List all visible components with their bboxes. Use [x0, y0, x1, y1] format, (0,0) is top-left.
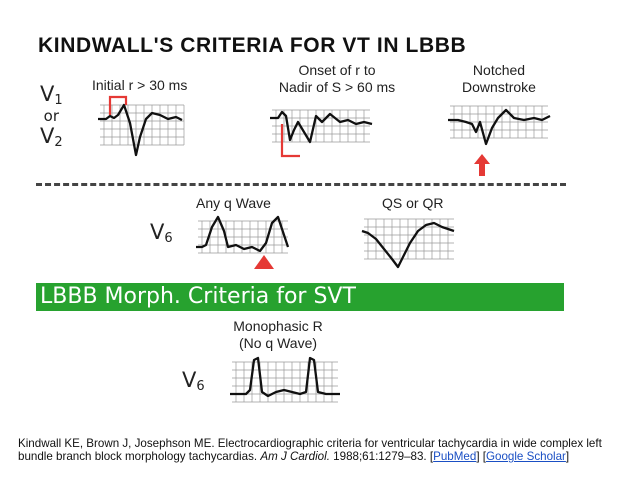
criterion-monophasic-label: Monophasic R (No q Wave): [208, 318, 348, 351]
google-scholar-link[interactable]: Google Scholar: [485, 450, 566, 464]
ecg-onset-r-to-nadir-s: [270, 109, 373, 158]
ecg-trace: [270, 110, 373, 144]
lead-label-v1-v2: V1 or V2: [40, 82, 63, 150]
ecg-trace: [448, 108, 551, 146]
ecg-trace: [361, 221, 455, 269]
lead-v2-letter: V: [40, 123, 55, 148]
ecg-grid: [198, 220, 288, 254]
ecg-grid: [272, 109, 370, 143]
lead-v6-letter: V: [182, 368, 197, 392]
citation-ref: 1988;61:1279–83.: [333, 450, 427, 464]
lead-v6-subscript: 6: [196, 379, 205, 394]
criterion-monophasic-line2: (No q Wave): [238, 334, 318, 351]
lead-v1-letter: V: [40, 82, 55, 106]
lead-v6-letter: V: [150, 220, 165, 244]
criterion-notched-label: Notched Downstroke: [444, 62, 554, 95]
citation-journal: Am J Cardiol.: [260, 450, 330, 464]
ecg-notched-downstroke: [448, 105, 551, 176]
notch-arrow-marker: [474, 154, 490, 176]
ecg-any-q-wave: [196, 215, 290, 269]
ecg-trace: [98, 103, 183, 157]
criterion-any-q-label: Any q Wave: [196, 195, 271, 211]
nadir-bracket-marker: [280, 124, 300, 158]
ecg-qs-or-qr: [361, 218, 455, 269]
lead-v1-subscript: 1: [54, 93, 63, 108]
lead-label-v6-bottom: V6: [182, 368, 205, 394]
lead-v6-subscript: 6: [164, 231, 173, 246]
criterion-monophasic-line1: Monophasic R: [233, 318, 323, 334]
criterion-notched-line2: Downstroke: [462, 78, 536, 95]
page-title: KINDWALL'S CRITERIA FOR VT IN LBBB: [38, 34, 467, 57]
lead-v2-subscript: 2: [54, 134, 63, 150]
citation: Kindwall KE, Brown J, Josephson ME. Elec…: [18, 437, 602, 464]
section-divider: [36, 183, 566, 186]
lead-label-v6-top: V6: [150, 220, 173, 246]
initial-r-bracket-marker: [108, 95, 128, 115]
ecg-grid: [100, 104, 185, 146]
q-wave-arrowhead-marker: [254, 255, 274, 269]
pubmed-link[interactable]: PubMed: [433, 450, 477, 464]
criterion-onset-r-label: Onset of r to Nadir of S > 60 ms: [262, 62, 412, 95]
ecg-trace: [196, 215, 290, 253]
ecg-trace: [230, 356, 340, 398]
citation-authors: Kindwall KE, Brown J, Josephson ME. Elec…: [18, 437, 602, 464]
criterion-onset-r-line1: Onset of r to: [298, 62, 376, 78]
criterion-initial-r-label: Initial r > 30 ms: [92, 77, 188, 93]
ecg-grid: [232, 361, 338, 403]
ecg-initial-r: [98, 95, 185, 157]
ecg-monophasic-r: [230, 356, 340, 403]
criterion-qs-qr-label: QS or QR: [382, 195, 444, 211]
lead-or-text: or: [43, 107, 59, 126]
criterion-notched-line1: Notched: [472, 62, 526, 78]
criterion-onset-r-line2: Nadir of S > 60 ms: [278, 78, 396, 95]
svt-criteria-banner: LBBB Morph. Criteria for SVT: [36, 283, 564, 311]
